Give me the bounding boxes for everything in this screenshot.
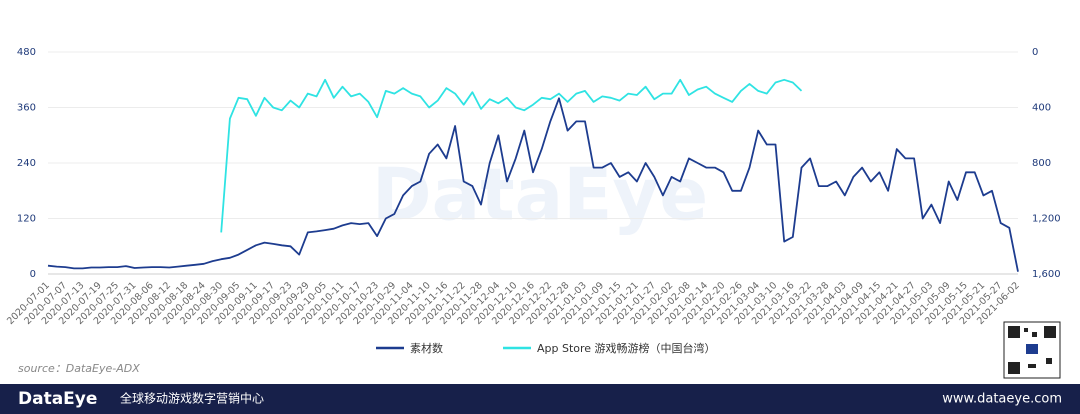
footer-website: www.dataeye.com (942, 392, 1062, 407)
series-line (220, 78, 803, 233)
legend-label: 素材数 (410, 341, 443, 355)
footer-slogan: 全球移动游戏数字营销中心 (120, 391, 264, 406)
watermark: DataEye (372, 153, 708, 237)
y-tick-label: 120 (17, 214, 36, 225)
y-tick-label: 360 (17, 103, 36, 114)
qr-code (1003, 321, 1061, 379)
footer-logo: DataEye (18, 389, 97, 409)
y2-tick-label: 400 (1032, 103, 1051, 114)
footer-bar (0, 384, 1080, 414)
y-tick-label: 0 (30, 269, 36, 280)
y-tick-label: 240 (17, 158, 36, 169)
y2-tick-label: 0 (1032, 47, 1038, 58)
y2-tick-label: 1,600 (1032, 269, 1061, 280)
y2-tick-label: 1,200 (1032, 214, 1061, 225)
series-line (47, 97, 1019, 272)
legend-label: App Store 游戏畅游榜（中国台湾） (537, 341, 716, 355)
source: source：DataEye-ADX (18, 362, 140, 375)
y-tick-label: 480 (17, 47, 36, 58)
y2-tick-label: 800 (1032, 158, 1051, 169)
